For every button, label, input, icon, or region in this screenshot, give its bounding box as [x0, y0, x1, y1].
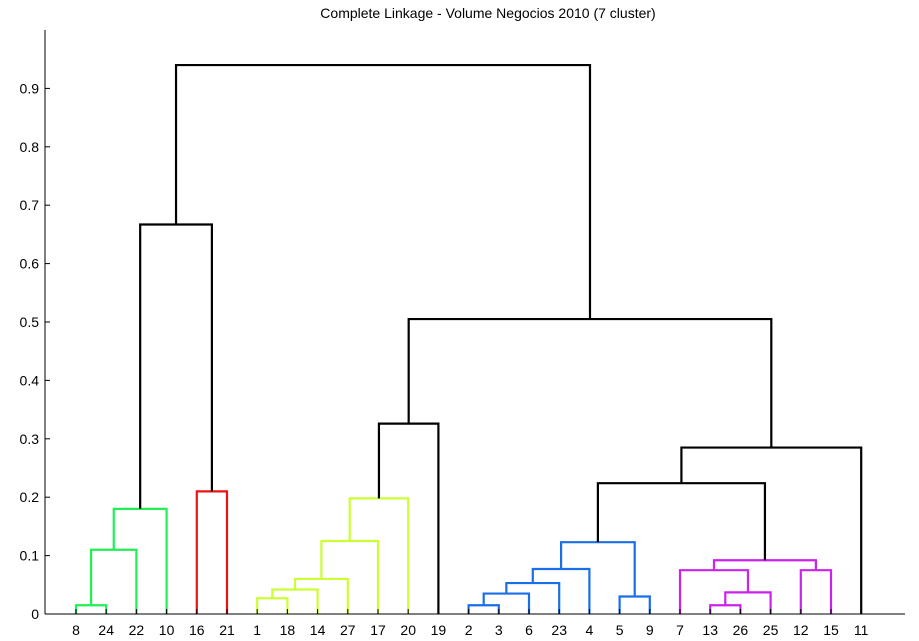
x-tick-label-24: 24	[98, 622, 114, 638]
dendrogram-link	[293, 577, 349, 614]
y-tick-label: 0.4	[20, 372, 40, 388]
y-tick-label: 0.8	[20, 139, 40, 155]
dendrogram-link	[680, 446, 863, 614]
x-tick-label-26: 26	[733, 622, 749, 638]
y-axis: 0 0.1 0.2 0.3 0.4 0.5 0.6 0.7 0.8 0.9	[20, 30, 50, 622]
y-tick-label: 0.7	[20, 197, 40, 213]
x-tick-label-8: 8	[72, 622, 80, 638]
dendrogram-links	[74, 63, 863, 614]
x-tick-label-18: 18	[280, 622, 296, 638]
dendrogram-link	[112, 507, 168, 614]
x-axis: 8 24 22 10 16 21 1 18 14 27 17 20 19 2 3 6 23 4 5 9 7 13 26 25 1…	[45, 609, 905, 638]
y-tick-label: 0.6	[20, 256, 40, 272]
x-tick-label-1: 1	[253, 622, 261, 638]
dendrogram-link	[505, 581, 561, 614]
y-tick-label: 0.1	[20, 548, 40, 564]
x-tick-label-17: 17	[370, 622, 386, 638]
x-tick-label-14: 14	[310, 622, 326, 638]
y-tick-label: 0	[31, 606, 39, 622]
dendrogram-link	[482, 592, 531, 614]
x-tick-label-22: 22	[129, 622, 145, 638]
dendrogram-link	[195, 490, 229, 614]
dendrogram-link	[467, 604, 500, 614]
x-tick-label-20: 20	[400, 622, 416, 638]
x-tick-label-5: 5	[616, 622, 624, 638]
dendrogram-link	[724, 591, 772, 614]
y-tick-label: 0.3	[20, 431, 40, 447]
x-tick-label-25: 25	[763, 622, 779, 638]
x-tick-label-15: 15	[823, 622, 839, 638]
dendrogram-link	[596, 482, 767, 561]
chart-title: Complete Linkage - Volume Negocios 2010 …	[320, 5, 655, 21]
x-tick-label-7: 7	[676, 622, 684, 638]
dendrogram-link	[271, 588, 319, 614]
dendrogram-link	[139, 223, 213, 509]
dendrogram-link	[174, 63, 592, 320]
dendrogram-link	[709, 604, 742, 614]
x-tick-label-4: 4	[586, 622, 594, 638]
x-tick-label-23: 23	[551, 622, 567, 638]
x-tick-label-27: 27	[340, 622, 356, 638]
x-tick-label-9: 9	[646, 622, 654, 638]
dendrogram-link	[712, 559, 817, 571]
x-tick-label-13: 13	[702, 622, 718, 638]
dendrogram-link	[407, 317, 773, 448]
x-tick-label-16: 16	[189, 622, 205, 638]
dendrogram-link	[618, 595, 651, 614]
x-tick-label-6: 6	[525, 622, 533, 638]
x-tick-label-12: 12	[793, 622, 809, 638]
x-tick-label-2: 2	[465, 622, 473, 638]
y-tick-label: 0.5	[20, 314, 40, 330]
x-tick-label-11: 11	[854, 622, 869, 638]
dendrogram-link	[799, 569, 833, 614]
dendrogram-link	[320, 539, 380, 614]
dendrogram-link	[531, 567, 591, 614]
y-tick-label: 0.2	[20, 489, 40, 505]
x-tick-label-21: 21	[219, 622, 235, 638]
x-tick-label-10: 10	[159, 622, 175, 638]
dendrogram-link	[256, 597, 289, 614]
x-tick-label-19: 19	[431, 622, 447, 638]
y-tick-label: 0.9	[20, 80, 40, 96]
dendrogram-link	[74, 604, 108, 614]
x-tick-label-3: 3	[495, 622, 503, 638]
